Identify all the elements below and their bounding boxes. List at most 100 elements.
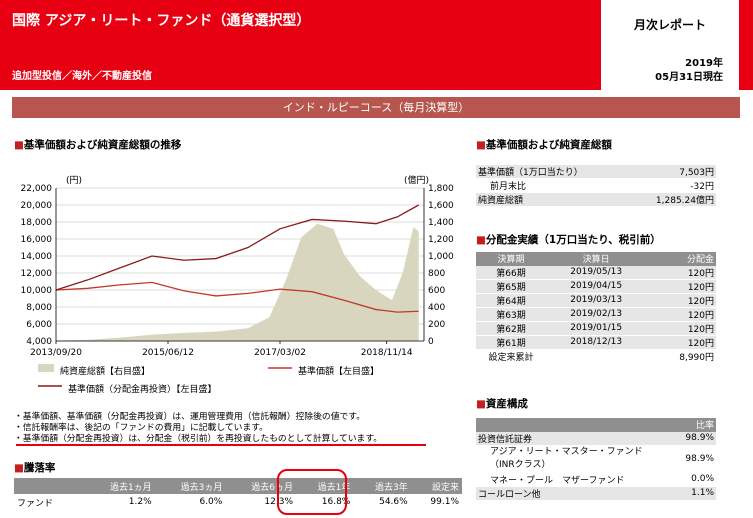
assets-row: アジア・リート・マスター・ファンド（INRクラス） 98.9% — [476, 445, 716, 472]
left-tick-label: 4,000 — [26, 337, 52, 347]
assets-row: 投資信託証券 98.9% — [476, 431, 716, 445]
dist-period: 第65期 — [496, 282, 526, 293]
dist-period: 第64期 — [496, 296, 526, 307]
perf-header-cell: 過去1年 — [296, 478, 354, 494]
dist-date: 2019/05/13 — [570, 267, 623, 277]
legend-label-nav-reinvested: 基準価額（分配金再投資）【左目盛】 — [68, 385, 217, 395]
perf-cell: 1.2% — [128, 497, 152, 507]
left-axis-unit: (円) — [66, 175, 82, 186]
dist-amount: 120円 — [687, 324, 714, 335]
nav-row: 純資産総額 1,285.24億円 — [476, 192, 716, 206]
legend-swatch-area — [38, 364, 54, 372]
right-tick-label: 200 — [428, 320, 445, 330]
nav-heading: ■基準価額および純資産総額 — [476, 139, 612, 151]
nav-line — [55, 281, 419, 313]
right-tick-label: 600 — [428, 286, 445, 296]
assets-table: 比率 投資信託証券 98.9% アジア・リート・マスター・ファンド（INRクラス… — [476, 418, 716, 500]
perf-cell: 16.8% — [321, 497, 351, 507]
right-tick-label: 1,000 — [428, 252, 454, 262]
perf-fund-row: ファンド 1.2% 6.0% 12.3% 16.8% 54.6% 99.1% — [14, 494, 462, 510]
square-icon: ■ — [14, 139, 24, 151]
dist-row: 第62期 2019/01/15 120円 — [476, 321, 716, 335]
legend-swatch-nav-reinvested — [38, 385, 62, 387]
assets-value: 0.0% — [691, 474, 714, 484]
left-tick-label: 6,000 — [26, 320, 52, 330]
perf-cell: 54.6% — [379, 497, 408, 507]
assets-label: 投資信託証券 — [478, 434, 533, 445]
dist-period: 第66期 — [496, 268, 526, 279]
dist-date: 2019/04/15 — [570, 281, 623, 291]
dist-heading: ■分配金実績（1万口当たり、税引前） — [476, 234, 661, 246]
left-tick-label: 22,000 — [21, 184, 53, 194]
report-date: 05月31日現在 — [655, 72, 723, 83]
dist-row: 第64期 2019/03/13 120円 — [476, 293, 716, 307]
right-tick-label: 800 — [428, 269, 445, 279]
right-axis-unit: (億円) — [404, 174, 429, 186]
highlight-1y-circle — [277, 469, 347, 515]
perf-row-label: ファンド — [17, 498, 54, 509]
dist-amount: 120円 — [687, 268, 714, 279]
note-underline — [16, 444, 426, 446]
fund-category: 追加型投信／海外／不動産投信 — [12, 71, 152, 82]
dist-row: 第65期 2019/04/15 120円 — [476, 279, 716, 293]
nav-chart: 22,000 20,000 18,000 16,000 14,000 12,000 10,0… — [21, 174, 455, 358]
perf-header-cell: 過去1ヵ月 — [84, 478, 155, 494]
assets-row: コールローン他 1.1% — [476, 486, 716, 500]
dist-amount: 120円 — [687, 310, 714, 321]
dist-total-label: 設定来累計 — [488, 352, 534, 363]
legend-label-nav: 基準価額【左目盛】 — [298, 367, 380, 377]
assets-row: マネー・プール マザーファンド 0.0% — [476, 472, 716, 486]
dist-period: 第62期 — [496, 324, 526, 335]
perf-heading: ■騰落率 — [14, 462, 56, 474]
dist-total-row: 設定来累計 8,990円 — [476, 349, 716, 363]
nav-table: 基準価額（1万口当たり） 7,503円 前月末比 -32円 純資産総額 1,28… — [476, 165, 716, 206]
assets-value: 98.9% — [685, 433, 714, 443]
dist-header-cell: 決算期 — [476, 252, 546, 266]
course-bar: インド・ルピーコース（毎月決算型） — [12, 97, 740, 118]
square-icon: ■ — [476, 398, 486, 410]
note-line: ・信託報酬率は、後記の「ファンドの費用」に記載しています。 — [14, 423, 268, 433]
left-tick-label: 20,000 — [21, 201, 53, 211]
square-icon: ■ — [476, 234, 486, 246]
assets-value: 98.9% — [685, 453, 714, 464]
dist-amount: 120円 — [687, 282, 714, 293]
assets-header-row: 比率 — [476, 418, 716, 432]
dist-total-value: 8,990円 — [679, 352, 714, 363]
nav-row: 基準価額（1万口当たり） 7,503円 — [476, 165, 716, 179]
left-tick-label: 16,000 — [21, 235, 53, 245]
report-year: 2019年 — [685, 58, 723, 69]
assets-heading: ■資産構成 — [476, 398, 528, 410]
perf-header-cell — [14, 478, 84, 494]
right-tick-label: 400 — [428, 303, 445, 313]
perf-table: 過去1ヵ月 過去3ヵ月 過去6ヵ月 過去1年 過去3年 設定来 ファンド 1.2… — [14, 478, 462, 510]
dist-date: 2019/02/13 — [570, 309, 623, 319]
dist-period: 第63期 — [496, 310, 526, 321]
x-tick-label: 2013/09/20 — [30, 348, 82, 358]
dist-amount: 120円 — [687, 338, 714, 349]
dist-date: 2019/03/13 — [570, 295, 623, 305]
dist-amount: 120円 — [687, 296, 714, 307]
right-tick-label: 1,200 — [428, 235, 454, 245]
left-tick-label: 10,000 — [21, 286, 53, 296]
nav-label: 前月末比 — [490, 182, 527, 192]
perf-header-cell: 過去3年 — [353, 478, 411, 494]
right-tick-label: 1,600 — [428, 201, 454, 211]
dist-date: 2018/12/13 — [570, 337, 623, 347]
nav-label: 純資産総額 — [478, 196, 524, 206]
legend-label-area: 純資産総額【右目盛】 — [60, 367, 151, 377]
perf-cell: 99.1% — [430, 497, 459, 507]
left-tick-label: 8,000 — [26, 303, 52, 313]
square-icon: ■ — [14, 462, 24, 474]
dist-date: 2019/01/15 — [570, 323, 623, 333]
net-assets-area — [56, 223, 419, 341]
left-tick-label: 12,000 — [21, 269, 53, 279]
dist-row: 第66期 2019/05/13 120円 — [476, 265, 716, 279]
right-tick-label: 1,800 — [428, 184, 454, 194]
x-tick-label: 2017/03/02 — [254, 348, 306, 358]
nav-value: 7,503円 — [679, 168, 714, 178]
dist-header-cell: 分配金 — [646, 252, 716, 266]
left-tick-label: 18,000 — [21, 218, 53, 228]
fund-title: 国際 アジア・リート・ファンド（通貨選択型） — [12, 13, 311, 29]
perf-header-cell: 過去3ヵ月 — [154, 478, 226, 494]
assets-header-cell: 比率 — [666, 418, 716, 432]
